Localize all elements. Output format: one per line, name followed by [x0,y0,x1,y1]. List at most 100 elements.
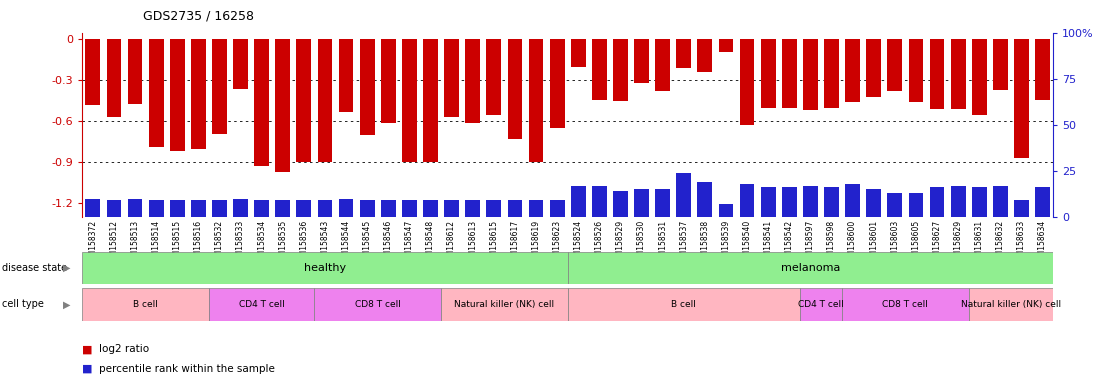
Bar [570,40,586,67]
Text: Natural killer (NK) cell: Natural killer (NK) cell [961,300,1061,309]
Bar [360,40,374,135]
Bar [508,40,522,139]
Bar [803,185,817,217]
Bar [842,288,969,321]
Bar [677,40,691,68]
Bar [613,40,627,101]
Text: ▶: ▶ [63,299,70,310]
Bar [993,40,1008,90]
Bar [972,187,986,217]
Text: ■: ■ [82,364,93,374]
Bar [381,40,396,123]
Bar [275,40,291,172]
Bar [698,40,712,72]
Bar [149,40,163,147]
Bar [212,200,227,217]
Bar [800,288,842,321]
Bar [127,199,143,217]
Bar [634,40,649,83]
Bar [655,189,670,217]
Bar [824,187,839,217]
Text: healthy: healthy [304,263,346,273]
Bar [719,204,734,217]
Bar [929,187,945,217]
Bar [486,40,501,114]
Bar [951,185,965,217]
Bar [149,200,163,217]
Bar [444,40,459,117]
Text: CD4 T cell: CD4 T cell [239,300,284,309]
Bar [127,40,143,104]
Text: ■: ■ [82,344,93,354]
Bar [402,200,417,217]
Bar [993,185,1008,217]
Text: B cell: B cell [133,300,158,309]
Bar [86,40,100,105]
Bar [170,40,184,151]
Bar [208,288,315,321]
Bar [972,40,986,114]
Bar [969,288,1053,321]
Bar [867,40,881,97]
Bar [887,40,902,91]
Bar [212,40,227,134]
Bar [318,200,332,217]
Text: log2 ratio: log2 ratio [99,344,149,354]
Bar [255,40,269,166]
Text: B cell: B cell [671,300,697,309]
Bar [845,184,860,217]
Bar [677,173,691,217]
Text: CD8 T cell: CD8 T cell [882,300,928,309]
Bar [887,193,902,217]
Text: CD4 T cell: CD4 T cell [799,300,844,309]
Bar [339,40,353,112]
Bar [1014,200,1029,217]
Bar [296,40,312,162]
Bar [803,40,817,111]
Bar [739,40,755,126]
Bar [191,200,206,217]
Bar [592,40,607,99]
Bar [1014,40,1029,158]
Bar [465,40,480,123]
Bar [550,40,565,128]
Bar [1036,187,1050,217]
Bar [529,40,543,162]
Bar [441,288,568,321]
Bar [867,189,881,217]
Bar [529,200,543,217]
Bar [444,200,459,217]
Bar [570,185,586,217]
Bar [592,185,607,217]
Bar [360,200,374,217]
Bar [82,288,208,321]
Bar [1036,40,1050,99]
Bar [739,184,755,217]
Bar [908,193,924,217]
Text: CD8 T cell: CD8 T cell [354,300,400,309]
Bar [315,288,441,321]
Text: cell type: cell type [2,299,44,310]
Bar [782,187,796,217]
Bar [465,200,480,217]
Bar [86,199,100,217]
Bar [423,40,438,162]
Text: ▶: ▶ [63,263,70,273]
Bar [634,189,649,217]
Bar [613,191,627,217]
Bar [82,252,568,284]
Bar [951,40,965,109]
Bar [234,40,248,89]
Bar [191,40,206,149]
Bar [908,40,924,102]
Bar [275,200,291,217]
Bar [550,200,565,217]
Bar [106,40,122,117]
Bar [929,40,945,109]
Bar [782,40,796,108]
Bar [568,288,800,321]
Bar [824,40,839,108]
Bar [698,182,712,217]
Bar [655,40,670,91]
Bar [568,252,1053,284]
